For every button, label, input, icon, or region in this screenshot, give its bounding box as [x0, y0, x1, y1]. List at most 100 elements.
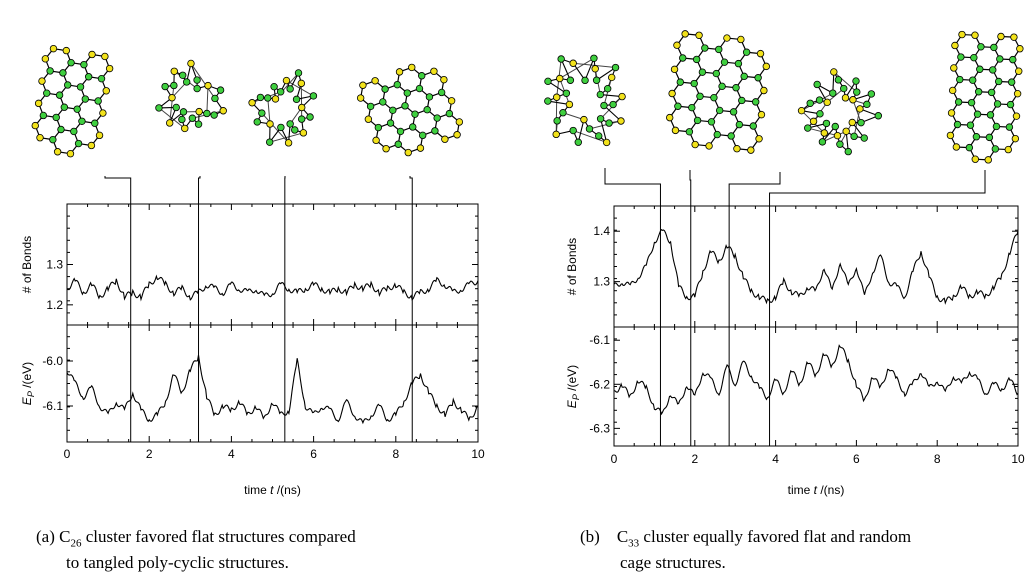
edge-atom: [666, 114, 673, 121]
edge-atom: [456, 119, 463, 126]
edge-atom: [50, 45, 57, 52]
core-atom: [861, 135, 868, 142]
core-atom: [1006, 124, 1013, 131]
edge-atom: [998, 33, 1005, 40]
edge-atom: [298, 80, 305, 87]
core-atom: [606, 120, 613, 127]
edge-atom: [372, 77, 379, 84]
edge-atom: [100, 110, 107, 117]
core-atom: [997, 56, 1004, 63]
core-atom: [807, 100, 814, 107]
edge-atom: [220, 107, 227, 114]
core-atom: [955, 99, 962, 106]
core-atom: [858, 119, 865, 126]
core-atom: [211, 112, 218, 119]
edge-atom: [103, 87, 110, 94]
core-atom: [259, 110, 266, 117]
caption-b: (b) C33 cluster equally favored flat and…: [580, 527, 1000, 573]
core-atom: [380, 99, 387, 106]
caption-b-species: C: [617, 527, 628, 546]
core-atom: [183, 79, 190, 86]
core-atom: [868, 91, 875, 98]
core-atom: [95, 98, 102, 105]
core-atom: [853, 78, 860, 85]
core-atom: [1008, 79, 1015, 86]
edge-atom: [556, 75, 563, 82]
molecule-snapshots: [32, 31, 1023, 164]
core-atom: [686, 128, 693, 135]
core-atom: [691, 80, 698, 87]
core-atom: [85, 73, 92, 80]
edge-atom: [810, 118, 817, 125]
caption-a-line2: to tangled poly-cyclic structures.: [36, 553, 289, 572]
core-atom: [743, 49, 750, 56]
core-atom: [58, 126, 65, 133]
edge-atom: [850, 96, 857, 103]
edge-atom: [843, 128, 850, 135]
core-atom: [212, 95, 219, 102]
plot-frame-energy: [614, 327, 1018, 446]
edge-atom: [592, 65, 599, 72]
core-atom: [257, 94, 264, 101]
core-atom: [419, 132, 426, 139]
core-atom: [719, 83, 726, 90]
core-atom: [595, 133, 602, 140]
edge-atom: [188, 60, 195, 67]
edge-atom: [42, 56, 49, 63]
plot-frame-bonds: [67, 204, 478, 325]
molecule: [666, 31, 769, 154]
x-tick-label: 6: [310, 447, 317, 461]
edge-atom: [405, 149, 412, 156]
core-atom: [755, 74, 762, 81]
core-atom: [195, 121, 202, 128]
core-atom: [47, 68, 54, 75]
snapshot-connector: [605, 168, 660, 206]
edge-atom: [106, 65, 113, 72]
core-atom: [677, 79, 684, 86]
edge-atom: [88, 142, 95, 149]
snapshot-connector: [199, 176, 200, 204]
core-atom: [679, 55, 686, 62]
core-atom: [298, 116, 305, 123]
core-atom: [1007, 101, 1014, 108]
y-axis-label-bonds: # of Bonds: [565, 238, 579, 295]
core-atom: [180, 109, 187, 116]
edge-atom: [89, 51, 96, 58]
snapshot-connectors: [105, 168, 985, 206]
edge-atom: [96, 132, 103, 139]
core-atom: [397, 128, 404, 135]
y-tick-label: -6.3: [589, 421, 610, 435]
edge-atom: [756, 135, 763, 142]
core-atom: [424, 106, 431, 113]
x-tick-label: 4: [772, 452, 779, 466]
core-atom: [966, 144, 973, 151]
core-atom: [375, 124, 382, 131]
core-atom: [735, 60, 742, 67]
core-atom: [832, 123, 839, 130]
core-atom: [194, 85, 201, 92]
edge-atom: [365, 116, 372, 123]
edge-atom: [748, 147, 755, 154]
core-atom: [277, 88, 284, 95]
core-atom: [968, 99, 975, 106]
edge-atom: [417, 145, 424, 152]
edge-atom: [959, 31, 966, 38]
core-atom: [845, 148, 852, 155]
core-atom: [179, 116, 186, 123]
edge-atom: [608, 74, 615, 81]
core-atom: [79, 118, 86, 125]
core-atom: [975, 88, 982, 95]
edge-atom: [360, 82, 367, 89]
core-atom: [395, 141, 402, 148]
core-atom: [840, 85, 847, 92]
molecule: [545, 55, 626, 146]
edge-atom: [672, 127, 679, 134]
core-atom: [971, 54, 978, 61]
edge-atom: [448, 98, 455, 105]
caption-b-tag: (b): [580, 527, 600, 546]
edge-atom: [734, 145, 741, 152]
core-atom: [310, 93, 317, 100]
edge-atom: [272, 96, 279, 103]
edge-atom: [834, 132, 841, 139]
